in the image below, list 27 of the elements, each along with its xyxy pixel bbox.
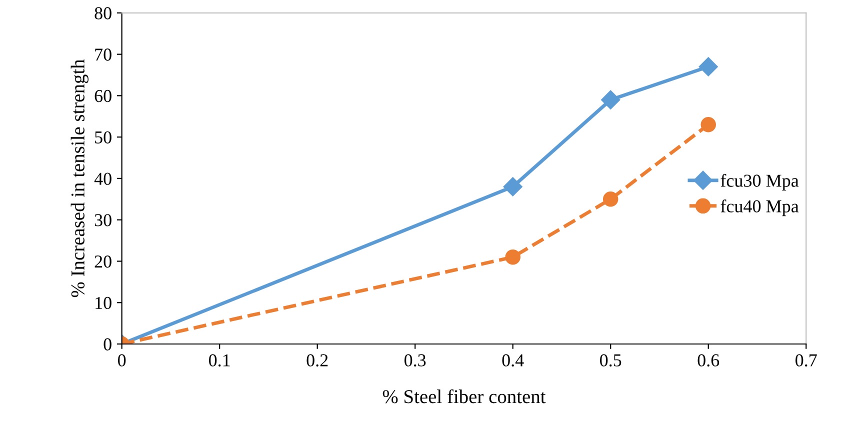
legend-label: fcu40 Mpa <box>720 200 799 216</box>
point <box>505 249 520 265</box>
point <box>601 90 620 110</box>
y-axis-title: % Increased in tensile strength <box>70 59 88 298</box>
x-tick-label: 0.3 <box>404 354 426 367</box>
y-tick-label: 0 <box>104 338 112 350</box>
y-tick-label: 10 <box>96 296 112 310</box>
y-tick-label: 70 <box>95 48 112 61</box>
legend-label: fcu30 Mpa <box>720 174 799 190</box>
point <box>700 117 716 132</box>
x-tick-label: 0.4 <box>502 354 524 367</box>
y-tick-label: 50 <box>95 131 112 144</box>
x-tick-label: 0.2 <box>306 354 328 367</box>
y-tick-label: 40 <box>94 172 112 185</box>
x-tick-label: 0.7 <box>796 354 817 367</box>
x-tick-label: 0.1 <box>208 354 230 367</box>
x-tick-label: 0.6 <box>698 354 720 367</box>
point <box>698 57 718 76</box>
y-tick-label: 30 <box>94 214 112 226</box>
point <box>503 177 522 196</box>
y-tick-label: 80 <box>94 7 112 20</box>
y-tick-label: 60 <box>94 90 112 102</box>
x-axis-title: % Steel fiber content <box>382 389 546 404</box>
y-tick-label: 20 <box>94 255 112 268</box>
x-tick-label: 0 <box>118 354 126 366</box>
point <box>602 192 618 207</box>
x-tick-label: 0.5 <box>600 354 622 367</box>
